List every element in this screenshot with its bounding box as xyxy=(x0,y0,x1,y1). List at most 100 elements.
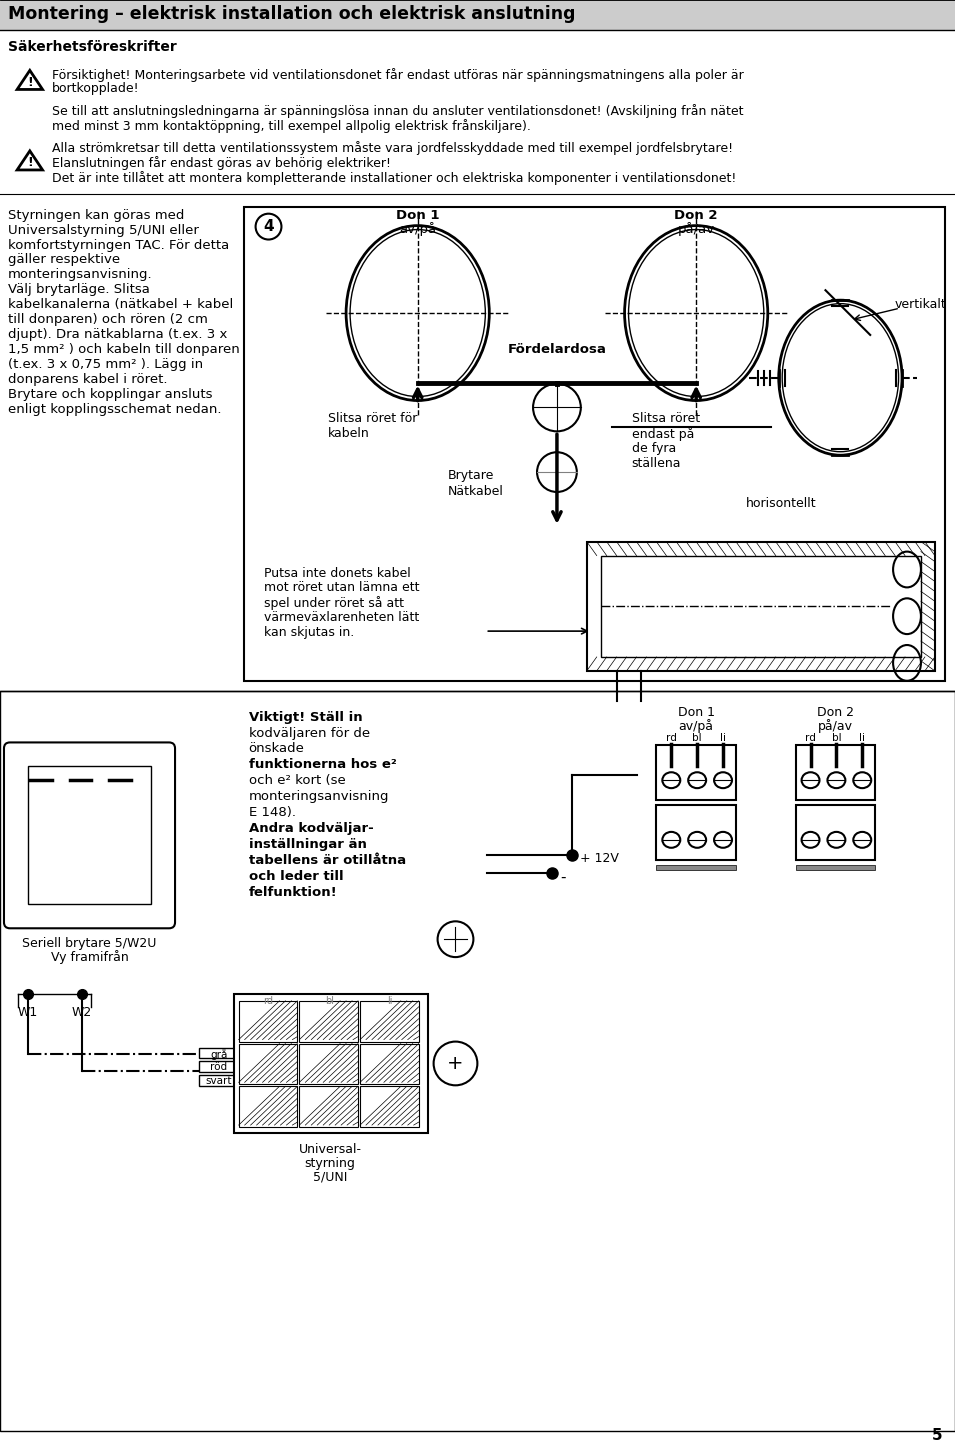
Text: önskade: önskade xyxy=(249,743,304,756)
Text: grå: grå xyxy=(210,1049,228,1061)
Text: enligt kopplingsschemat nedan.: enligt kopplingsschemat nedan. xyxy=(8,403,222,416)
Text: Montering – elektrisk installation och elektrisk anslutning: Montering – elektrisk installation och e… xyxy=(8,4,575,23)
Text: 5: 5 xyxy=(932,1428,943,1444)
Text: Vy framifrån: Vy framifrån xyxy=(51,951,129,964)
Bar xyxy=(657,805,736,860)
Text: och leder till: och leder till xyxy=(249,870,344,883)
Bar xyxy=(0,0,955,30)
Bar xyxy=(233,994,427,1133)
Text: bortkopplade!: bortkopplade! xyxy=(52,82,139,95)
Text: +: + xyxy=(447,1053,464,1074)
Text: värmeväxlarenheten lätt: värmeväxlarenheten lätt xyxy=(264,611,419,624)
Text: Säkerhetsföreskrifter: Säkerhetsföreskrifter xyxy=(8,40,177,53)
Bar xyxy=(657,746,736,801)
Bar xyxy=(796,805,876,811)
Bar xyxy=(0,691,955,1431)
Bar xyxy=(244,207,945,681)
Text: Försiktighet! Monteringsarbete vid ventilationsdonet får endast utföras när spän: Försiktighet! Monteringsarbete vid venti… xyxy=(52,68,743,81)
Text: på/av: på/av xyxy=(818,718,852,733)
Text: Se till att anslutningsledningarna är spänningslösa innan du ansluter ventilatio: Se till att anslutningsledningarna är sp… xyxy=(52,104,743,118)
Bar xyxy=(360,1087,419,1127)
Text: 4: 4 xyxy=(263,220,274,234)
Text: W2: W2 xyxy=(71,1006,91,1019)
Text: ställena: ställena xyxy=(632,457,681,470)
Text: svart: svart xyxy=(205,1077,232,1087)
Text: 5/UNI: 5/UNI xyxy=(313,1170,348,1183)
Text: Universal-: Universal- xyxy=(299,1143,362,1156)
Bar xyxy=(796,746,876,801)
Text: Don 2: Don 2 xyxy=(817,705,853,718)
Text: Det är inte tillåtet att montera kompletterande installationer och elektriska ko: Det är inte tillåtet att montera komplet… xyxy=(52,171,736,185)
Text: Elanslutningen får endast göras av behörig elektriker!: Elanslutningen får endast göras av behör… xyxy=(52,156,391,171)
FancyBboxPatch shape xyxy=(4,743,175,928)
Bar xyxy=(199,1048,239,1059)
Text: W1: W1 xyxy=(17,1006,38,1019)
Text: li: li xyxy=(859,734,865,744)
Bar xyxy=(199,1075,239,1087)
Text: med minst 3 mm kontaktöppning, till exempel allpolig elektrisk frånskiljare).: med minst 3 mm kontaktöppning, till exem… xyxy=(52,120,531,133)
Text: endast på: endast på xyxy=(632,428,694,441)
Text: bl: bl xyxy=(831,734,841,744)
Text: 1,5 mm² ) och kabeln till donparen: 1,5 mm² ) och kabeln till donparen xyxy=(8,342,240,355)
Text: Slitsa röret: Slitsa röret xyxy=(632,412,700,425)
Text: E 148).: E 148). xyxy=(249,806,296,819)
Text: mot röret utan lämna ett: mot röret utan lämna ett xyxy=(264,581,420,594)
Text: funktionerna hos e²: funktionerna hos e² xyxy=(249,759,396,772)
Bar xyxy=(300,1043,358,1084)
Text: Don 2: Don 2 xyxy=(675,208,718,221)
Text: Don 1: Don 1 xyxy=(678,705,714,718)
Bar xyxy=(239,1087,298,1127)
Bar xyxy=(657,864,736,870)
Text: Alla strömkretsar till detta ventilationssystem måste vara jordfelsskyddade med : Alla strömkretsar till detta ventilation… xyxy=(52,142,732,155)
Text: av/på: av/på xyxy=(679,718,713,733)
Text: styrning: styrning xyxy=(304,1157,355,1170)
Text: rd: rd xyxy=(264,996,274,1006)
Text: till donparen) och rören (2 cm: till donparen) och rören (2 cm xyxy=(8,314,207,327)
Bar xyxy=(28,766,151,905)
Text: !: ! xyxy=(27,75,33,88)
Bar xyxy=(300,1087,358,1127)
Text: + 12V: + 12V xyxy=(580,851,618,864)
Text: donparens kabel i röret.: donparens kabel i röret. xyxy=(8,373,167,386)
Text: röd: röd xyxy=(210,1062,228,1072)
Text: de fyra: de fyra xyxy=(632,442,676,455)
Text: felfunktion!: felfunktion! xyxy=(249,886,337,899)
Text: spel under röret så att: spel under röret så att xyxy=(264,597,403,610)
Bar xyxy=(239,1043,298,1084)
Text: li: li xyxy=(387,996,393,1006)
Text: Viktigt! Ställ in: Viktigt! Ställ in xyxy=(249,711,362,724)
Text: rd: rd xyxy=(666,734,677,744)
Text: kabelkanalerna (nätkabel + kabel: kabelkanalerna (nätkabel + kabel xyxy=(8,298,233,311)
Bar xyxy=(601,555,921,657)
Text: Universalstyrning 5/UNI eller: Universalstyrning 5/UNI eller xyxy=(8,224,199,237)
Text: gäller respektive: gäller respektive xyxy=(8,253,120,266)
Text: rd: rd xyxy=(805,734,816,744)
Text: Fördelardosa: Fördelardosa xyxy=(508,342,607,355)
Text: och e² kort (se: och e² kort (se xyxy=(249,775,346,788)
Text: (t.ex. 3 x 0,75 mm² ). Lägg in: (t.ex. 3 x 0,75 mm² ). Lägg in xyxy=(8,358,204,371)
Text: !: ! xyxy=(27,156,33,169)
Text: Styrningen kan göras med: Styrningen kan göras med xyxy=(8,208,184,221)
Text: kan skjutas in.: kan skjutas in. xyxy=(264,626,354,639)
Bar xyxy=(796,864,876,870)
Text: Don 1: Don 1 xyxy=(396,208,440,221)
Bar xyxy=(239,1001,298,1042)
Text: Putsa inte donets kabel: Putsa inte donets kabel xyxy=(264,566,410,579)
Text: horisontellt: horisontellt xyxy=(746,497,817,510)
Text: -: - xyxy=(560,870,565,884)
Text: Nätkabel: Nätkabel xyxy=(447,486,503,499)
Text: li: li xyxy=(720,734,726,744)
Text: Brytare och kopplingar ansluts: Brytare och kopplingar ansluts xyxy=(8,387,212,400)
Text: monteringsanvisning: monteringsanvisning xyxy=(249,790,389,803)
Bar xyxy=(587,542,935,670)
Text: kodväljaren för de: kodväljaren för de xyxy=(249,727,370,740)
Text: Seriell brytare 5/W2U: Seriell brytare 5/W2U xyxy=(22,938,156,951)
Text: på/av: på/av xyxy=(678,221,715,236)
Text: vertikalt: vertikalt xyxy=(895,298,947,311)
Bar xyxy=(360,1001,419,1042)
Bar xyxy=(360,1043,419,1084)
Text: tabellens är otillåtna: tabellens är otillåtna xyxy=(249,854,406,867)
Text: av/på: av/på xyxy=(399,221,436,236)
Bar xyxy=(657,805,736,811)
Text: Andra kodväljar-: Andra kodväljar- xyxy=(249,822,373,835)
